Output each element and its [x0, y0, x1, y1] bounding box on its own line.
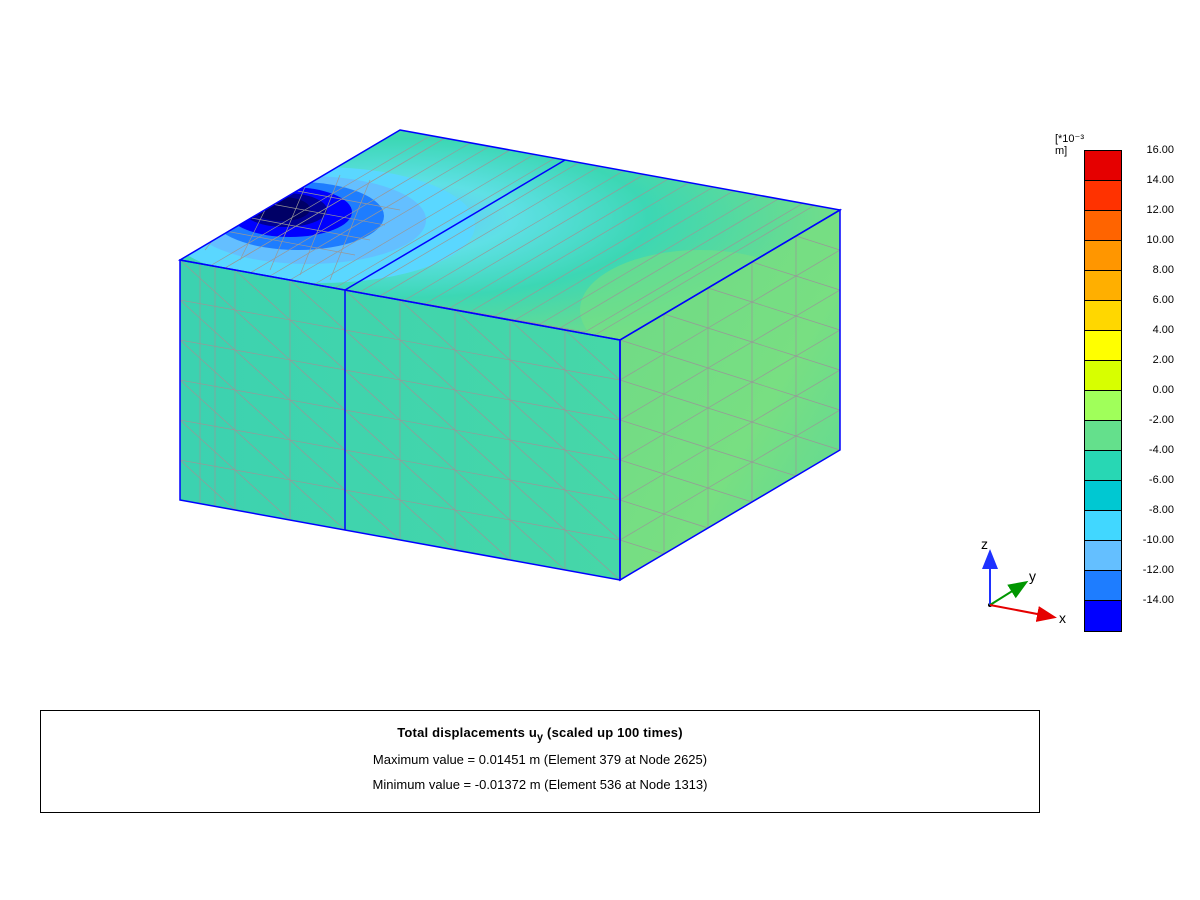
legend-swatch [1085, 601, 1121, 631]
legend-swatch [1085, 181, 1121, 211]
legend-swatch [1085, 511, 1121, 541]
legend-tick-label: 8.00 [1128, 264, 1174, 276]
y-axis-label: y [1029, 568, 1036, 584]
info-title-suffix: (scaled up 100 times) [543, 725, 683, 740]
legend-swatch [1085, 421, 1121, 451]
legend-tick-label: -6.00 [1128, 474, 1174, 486]
legend-tick-label: -8.00 [1128, 504, 1174, 516]
legend-tick-label: -2.00 [1128, 414, 1174, 426]
legend-tick-label: 14.00 [1128, 174, 1174, 186]
info-min-line: Minimum value = -0.01372 m (Element 536 … [41, 773, 1039, 798]
legend-tick-label: 6.00 [1128, 294, 1174, 306]
legend-bar [1084, 150, 1122, 632]
axes-triad: z y x [935, 525, 1075, 650]
legend-swatch [1085, 361, 1121, 391]
x-axis-label: x [1059, 610, 1066, 626]
legend-swatch [1085, 151, 1121, 181]
legend-tick-label: 4.00 [1128, 324, 1174, 336]
legend-tick-label: 2.00 [1128, 354, 1174, 366]
legend-tick-label: -12.00 [1128, 564, 1174, 576]
y-axis [990, 583, 1025, 605]
legend-swatch [1085, 331, 1121, 361]
legend-tick-label: -14.00 [1128, 594, 1174, 606]
info-title-prefix: Total displacements u [397, 725, 537, 740]
legend-swatch [1085, 301, 1121, 331]
fem-model [140, 120, 880, 650]
legend-swatch [1085, 241, 1121, 271]
legend-swatch [1085, 541, 1121, 571]
legend-tick-label: 0.00 [1128, 384, 1174, 396]
legend-tick-label: 12.00 [1128, 204, 1174, 216]
legend-tick-label: 10.00 [1128, 234, 1174, 246]
fem-model-svg [140, 120, 880, 650]
x-axis [990, 605, 1053, 617]
legend-swatch [1085, 271, 1121, 301]
legend-swatch [1085, 211, 1121, 241]
info-title: Total displacements uy (scaled up 100 ti… [41, 721, 1039, 748]
legend-unit-label: [*10⁻³ m] [1055, 132, 1084, 157]
figure-canvas: [*10⁻³ m] 16.00 14.00 12.00 10.00 8.00 6.00 4.… [0, 0, 1200, 900]
legend-swatch [1085, 391, 1121, 421]
legend-swatch [1085, 451, 1121, 481]
legend-swatch [1085, 481, 1121, 511]
z-axis-label: z [981, 536, 988, 552]
info-box: Total displacements uy (scaled up 100 ti… [40, 710, 1040, 813]
info-max-line: Maximum value = 0.01451 m (Element 379 a… [41, 748, 1039, 773]
legend-tick-label: -10.00 [1128, 534, 1174, 546]
legend-swatch [1085, 571, 1121, 601]
legend-tick-label: 16.00 [1128, 144, 1174, 156]
legend-tick-label: -4.00 [1128, 444, 1174, 456]
